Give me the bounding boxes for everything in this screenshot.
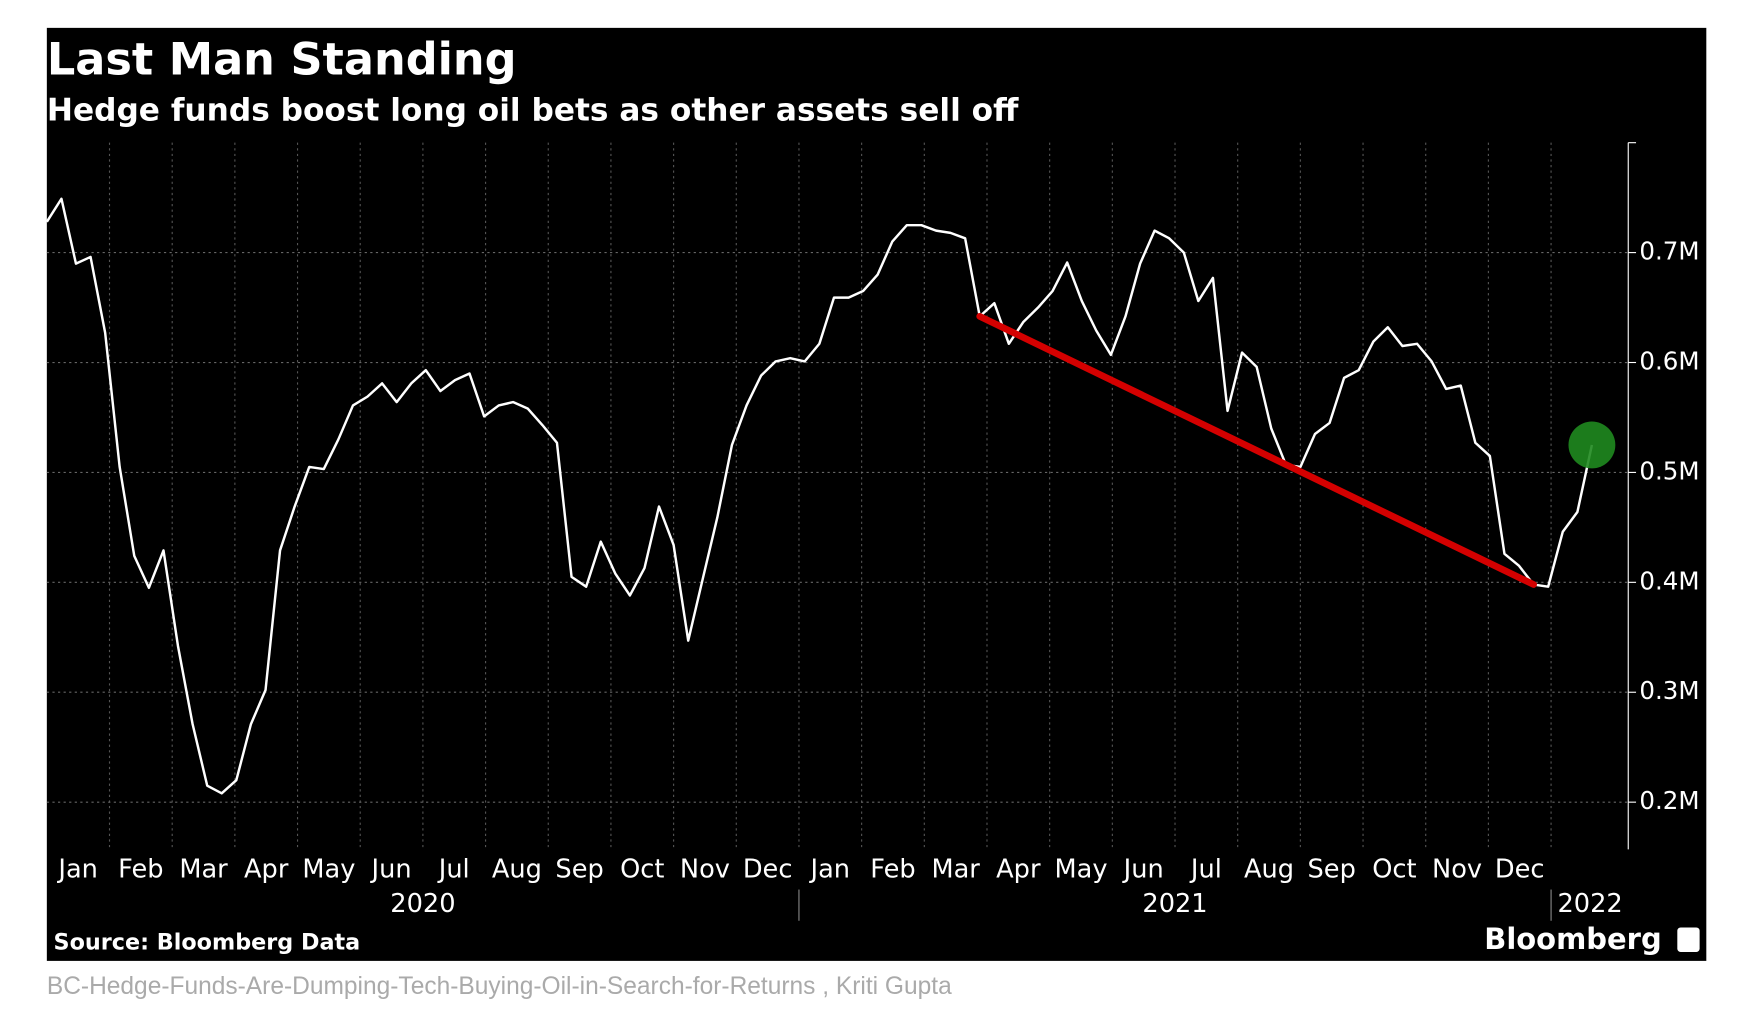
x-tick-label: Oct <box>620 855 664 885</box>
chart-subtitle: Hedge funds boost long oil bets as other… <box>47 92 1019 128</box>
x-tick-label: Dec <box>1495 855 1545 885</box>
highlight-marker <box>1568 421 1616 469</box>
y-tick-label: 0.6M <box>1639 347 1699 376</box>
x-tick-label: Jun <box>1122 855 1164 885</box>
x-tick-label: Sep <box>555 855 603 885</box>
x-tick-label: Nov <box>680 855 730 885</box>
brand: Bloomberg <box>1484 922 1661 956</box>
x-tick-label: Mar <box>179 855 228 885</box>
x-tick-label: Jan <box>809 855 851 885</box>
x-tick-label: Feb <box>118 855 163 885</box>
x-tick-label: Jul <box>1189 855 1222 885</box>
x-tick-label: Jan <box>56 855 98 885</box>
x-tick-label: Aug <box>1244 855 1294 885</box>
x-tick-label: Jun <box>370 855 412 885</box>
x-tick-label: Jul <box>437 855 470 885</box>
trend-line <box>976 313 1537 588</box>
x-tick-label: May <box>302 855 355 885</box>
y-tick-label: 0.2M <box>1639 786 1699 815</box>
y-tick-label: 0.4M <box>1639 566 1699 595</box>
x-tick-label: Sep <box>1308 855 1356 885</box>
x-tick-label: Aug <box>492 855 542 885</box>
x-tick-label: Mar <box>931 855 980 885</box>
y-tick-label: 0.7M <box>1639 237 1699 266</box>
x-tick-label: Dec <box>743 855 793 885</box>
chart-title: Last Man Standing <box>47 33 517 85</box>
x-tick-label: Oct <box>1372 855 1416 885</box>
year-label: 2022 <box>1557 889 1622 919</box>
data-line <box>45 197 1594 795</box>
x-tick-label: Nov <box>1432 855 1482 885</box>
x-tick-label: Apr <box>244 855 289 885</box>
brand-icon <box>1677 927 1700 952</box>
caption: BC-Hedge-Funds-Are-Dumping-Tech-Buying-O… <box>47 973 952 1000</box>
x-tick-label: Apr <box>996 855 1041 885</box>
x-tick-label: Feb <box>870 855 915 885</box>
y-tick-label: 0.5M <box>1639 456 1699 485</box>
x-tick-label: May <box>1055 855 1108 885</box>
source: Source: Bloomberg Data <box>54 930 361 956</box>
chart-panel <box>46 27 1707 961</box>
year-label: 2020 <box>390 889 455 919</box>
y-tick-label: 0.3M <box>1639 676 1699 705</box>
year-label: 2021 <box>1142 889 1207 919</box>
